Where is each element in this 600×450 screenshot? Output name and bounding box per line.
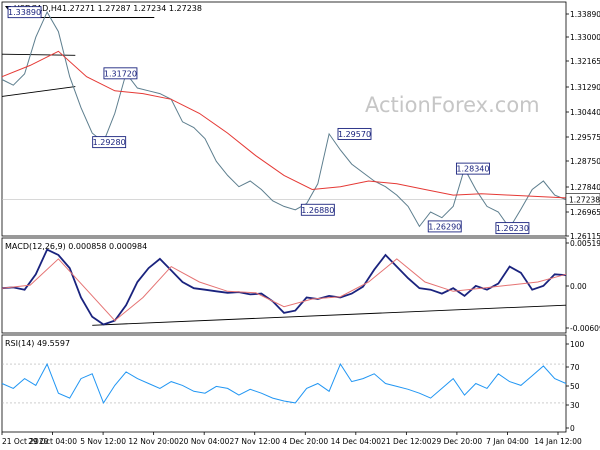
y-tick-label: 100 <box>570 340 585 349</box>
y-tick-label: 1.27840 <box>570 183 600 192</box>
price-annotation-label: 1.29570 <box>338 130 371 139</box>
panel-frame-macd <box>1 237 567 334</box>
last-price-box <box>565 193 600 205</box>
x-tick-label: 29 Dec 20:00 <box>432 437 483 446</box>
y-tick-label: 1.31290 <box>570 83 600 92</box>
x-tick-label: 4 Dec 20:00 <box>282 437 328 446</box>
y-tick-label: 1.33890 <box>570 10 600 19</box>
price-annotation-box <box>92 136 127 149</box>
labels-layer: 1.33890 1.33000 1.32165 1.31290 1.30440 1.295… <box>1 4 600 446</box>
panel-frame-rsi <box>1 334 567 433</box>
y-tick-label: 70 <box>570 363 580 372</box>
price-annotation-label: 1.26290 <box>428 222 461 231</box>
y-tick-label: 50 <box>570 382 580 391</box>
x-tick-label: 29 Oct 04:00 <box>28 437 77 446</box>
ohlc-label: 1.27271 1.27287 1.27234 1.27238 <box>62 4 202 13</box>
y-tick-label: 1.26965 <box>570 208 600 217</box>
y-tick-label: -0.006093 <box>570 324 600 333</box>
price-annotation-label: 1.33890 <box>8 8 41 17</box>
series-layer <box>1 11 567 404</box>
x-tick-label: 14 Jan 12:00 <box>534 437 582 446</box>
macd-series-0 <box>1 248 567 326</box>
x-tick-label: 14 Dec 04:00 <box>331 437 382 446</box>
price-series-1 <box>1 50 567 199</box>
price-annotation-box <box>495 222 530 235</box>
price-series-0 <box>1 11 567 230</box>
y-tick-label: 30 <box>570 401 580 410</box>
y-tick-label: 1.30440 <box>570 108 600 117</box>
trendline <box>1 86 76 97</box>
x-tick-label: 20 Nov 04:00 <box>179 437 230 446</box>
price-annotation-label: 1.31720 <box>104 69 137 78</box>
y-tick-label: 0.005195 <box>570 239 600 248</box>
y-tick-label: 0 <box>570 424 575 433</box>
y-tick-label: 1.28750 <box>570 157 600 166</box>
panel-frame-price <box>1 1 567 237</box>
y-tick-label: 0.00 <box>570 282 587 291</box>
price-annotation-label: 1.29280 <box>93 138 126 147</box>
x-tick-label: 7 Jan 04:00 <box>486 437 529 446</box>
price-annotation-box <box>455 162 490 175</box>
watermark: ActionForex.com <box>365 93 540 117</box>
reference-lines <box>2 199 566 404</box>
y-tick-label: 1.32165 <box>570 57 600 66</box>
panel-frames <box>1 1 567 433</box>
y-tick-label: 1.26115 <box>570 232 600 241</box>
price-annotation-box <box>300 203 335 216</box>
price-annotation-label: 1.26880 <box>301 206 334 215</box>
rsi-series-0 <box>1 362 567 404</box>
x-tick-label: 5 Nov 12:00 <box>80 437 126 446</box>
price-annotation-label: 1.28340 <box>456 165 489 174</box>
price-annotation-box <box>7 6 42 19</box>
x-tick-label: 27 Nov 12:00 <box>229 437 280 446</box>
x-tick-label: 21 Oct 2020 <box>2 437 49 446</box>
price-annotation-box <box>427 220 462 233</box>
price-annotation-label: 1.26230 <box>496 224 529 233</box>
trendline <box>92 304 567 326</box>
macd-header: MACD(12,26,9) 0.000858 0.000984 <box>5 242 147 251</box>
rsi-header: RSI(14) 49.5597 <box>5 339 70 348</box>
macd-series-1 <box>1 258 567 322</box>
x-tick-label: 12 Nov 20:00 <box>128 437 179 446</box>
price-annotation-box <box>103 67 138 80</box>
price-annotation-box <box>337 127 372 140</box>
y-tick-label: 1.33000 <box>570 33 600 42</box>
last-price-label: 1.27238 <box>569 196 600 205</box>
x-tick-label: 21 Dec 12:00 <box>381 437 432 446</box>
y-tick-label: 1.29575 <box>570 133 600 142</box>
